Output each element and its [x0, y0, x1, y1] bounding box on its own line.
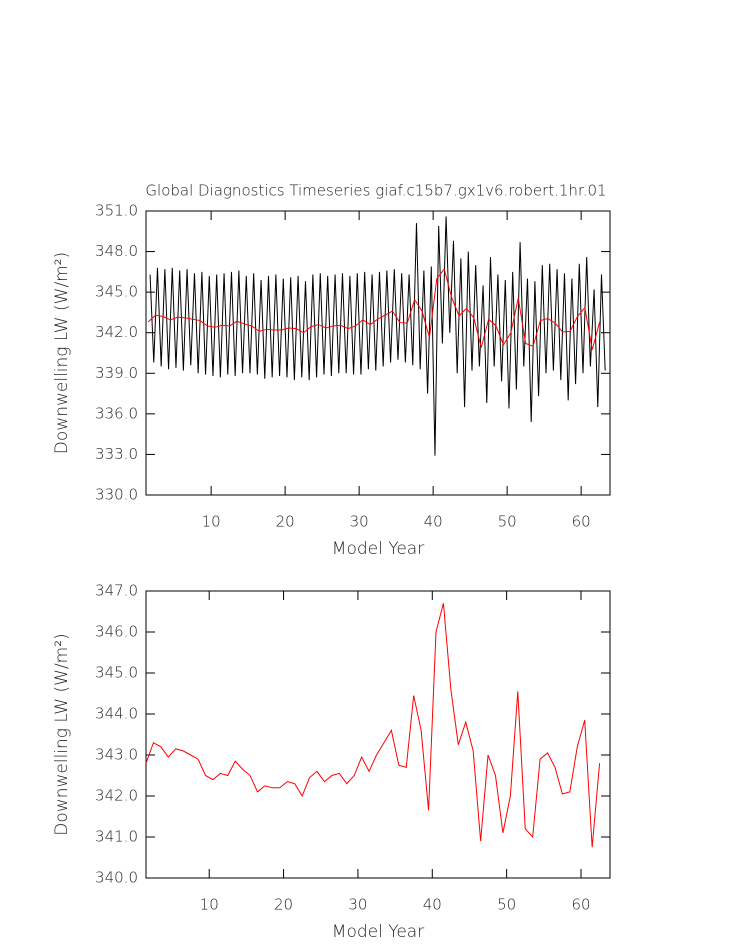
series-line — [149, 216, 606, 456]
x-tick-label: 20 — [276, 513, 295, 531]
y-tick-label: 351.0 — [95, 202, 138, 220]
y-tick-label: 348.0 — [95, 242, 138, 260]
y-tick-label: 346.0 — [95, 623, 138, 641]
x-tick-label: 30 — [348, 896, 367, 914]
x-tick-label: 10 — [202, 513, 221, 531]
y-tick-label: 345.0 — [95, 664, 138, 682]
x-tick-label: 50 — [498, 513, 517, 531]
x-axis-title: Model Year — [332, 539, 424, 559]
series-line — [145, 603, 601, 848]
x-tick-label: 40 — [423, 896, 442, 914]
plot-frame — [145, 590, 611, 879]
y-tick-label: 347.0 — [95, 582, 138, 600]
chart-title: Global Diagnostics Timeseries giaf.c15b7… — [145, 182, 606, 200]
y-tick-label: 343.0 — [95, 746, 138, 764]
y-axis-title: Downwelling LW (W/m²) — [52, 633, 72, 835]
x-tick-label: 20 — [274, 896, 293, 914]
x-tick-label: 50 — [497, 896, 516, 914]
y-tick-label: 336.0 — [95, 404, 138, 422]
y-tick-label: 333.0 — [95, 445, 138, 463]
y-tick-label: 344.0 — [95, 705, 138, 723]
y-tick-label: 330.0 — [95, 486, 138, 504]
y-axis-title: Downwelling LW (W/m²) — [52, 252, 72, 454]
y-tick-label: 341.0 — [95, 828, 138, 846]
x-tick-label: 60 — [572, 513, 591, 531]
y-tick-label: 339.0 — [95, 364, 138, 382]
x-axis-title: Model Year — [332, 922, 424, 942]
plot-frame — [145, 210, 611, 496]
x-tick-label: 40 — [424, 513, 443, 531]
x-tick-label: 60 — [571, 896, 590, 914]
x-tick-label: 30 — [350, 513, 369, 531]
y-tick-label: 342.0 — [95, 787, 138, 805]
y-tick-label: 342.0 — [95, 323, 138, 341]
y-tick-label: 340.0 — [95, 869, 138, 887]
y-tick-label: 345.0 — [95, 283, 138, 301]
x-tick-label: 10 — [200, 896, 219, 914]
series-line — [147, 268, 601, 350]
